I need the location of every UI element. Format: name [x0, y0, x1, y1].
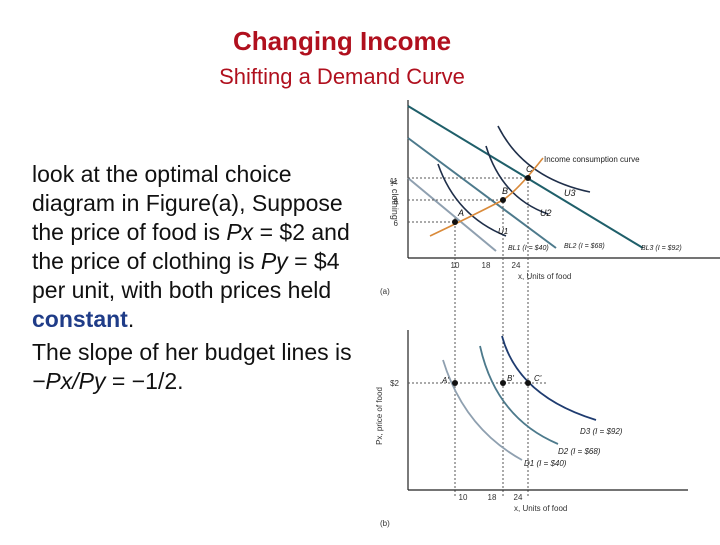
b-curve-d1 — [442, 359, 523, 461]
slope-expression: −Px/Py — [32, 368, 106, 394]
p2-start: The slope of her budget lines is — [32, 339, 352, 365]
a-x-axis-label: x, Units of food — [518, 272, 571, 281]
figure-svg: y, clothing 11 8 6 10 18 24 x, Units of … — [375, 100, 720, 528]
a-budget-line-3-label: BL3 (I = $92) — [641, 245, 682, 252]
b-point-c-label: C' — [534, 374, 542, 383]
a-y-tick-8: 8 — [394, 197, 399, 206]
slope-value: = −1/2. — [105, 368, 184, 394]
a-x-tick-18: 18 — [482, 261, 491, 270]
paragraph-2: The slope of her budget lines is −Px/Py … — [32, 338, 352, 396]
a-panel-label: (a) — [380, 287, 390, 296]
a-point-b — [500, 197, 506, 203]
keyword-constant: constant — [32, 306, 128, 332]
a-point-b-label: B — [502, 186, 508, 196]
a-y-axis-label: y, clothing — [390, 180, 400, 220]
px-value: = $2 and the price of clothing is — [32, 219, 350, 274]
b-point-c — [525, 380, 531, 386]
paragraph-1: look at the optimal choice diagram in Fi… — [32, 160, 352, 334]
a-x-tick-24: 24 — [512, 261, 521, 270]
b-point-a-label: A' — [441, 376, 449, 385]
a-curve-u1 — [437, 163, 507, 237]
slide-title: Changing Income — [232, 26, 452, 56]
a-point-c-label: C — [526, 164, 533, 174]
a-point-a-label: A — [457, 208, 464, 218]
py-value: = $4 per unit, with both prices held — [32, 248, 340, 303]
a-y-tick-11: 11 — [390, 177, 399, 186]
b-curve-d1-label: D1 (I = $40) — [524, 459, 567, 468]
a-budget-line-1-label: BL1 (I = $40) — [508, 245, 549, 252]
a-curve-u3-label: U3 — [564, 188, 576, 198]
b-y-tick-price: $2 — [390, 379, 399, 388]
a-budget-line-2 — [407, 137, 557, 249]
a-x-tick-10: 10 — [451, 261, 460, 270]
py-symbol: Py — [260, 248, 288, 274]
b-x-tick-18: 18 — [488, 493, 497, 502]
a-icc-label: Income consumption curve — [544, 155, 640, 164]
body-text: look at the optimal choice diagram in Fi… — [32, 160, 352, 396]
b-x-axis-label: x, Units of food — [514, 504, 567, 513]
b-curve-d2-label: D2 (I = $68) — [558, 447, 601, 456]
px-symbol: Px — [226, 219, 254, 245]
b-curve-d2 — [479, 345, 559, 445]
p1-end: . — [127, 306, 135, 332]
slide-subtitle: Shifting a Demand Curve — [219, 64, 465, 89]
a-budget-line-1 — [407, 177, 497, 252]
a-point-a — [452, 219, 458, 225]
b-point-b — [500, 380, 506, 386]
a-curve-u2-label: U2 — [540, 208, 552, 218]
b-y-axis-label: Px, price of food — [375, 387, 384, 445]
a-curve-u2 — [485, 145, 549, 215]
a-y-tick-6: 6 — [394, 219, 399, 228]
b-x-tick-24: 24 — [514, 493, 523, 502]
a-point-c — [525, 175, 531, 181]
b-curve-d3-label: D3 (I = $92) — [580, 427, 623, 436]
figure: y, clothing 11 8 6 10 18 24 x, Units of … — [368, 98, 720, 540]
p1-intro: look at the optimal choice diagram in Fi… — [32, 161, 343, 245]
b-point-b-label: B' — [507, 374, 514, 383]
a-curve-u1-label: U1 — [498, 227, 508, 236]
b-curve-d3 — [501, 335, 597, 421]
b-panel-label: (b) — [380, 519, 390, 528]
b-point-a — [452, 380, 458, 386]
b-x-tick-10: 10 — [459, 493, 468, 502]
a-budget-line-2-label: BL2 (I = $68) — [564, 243, 605, 250]
